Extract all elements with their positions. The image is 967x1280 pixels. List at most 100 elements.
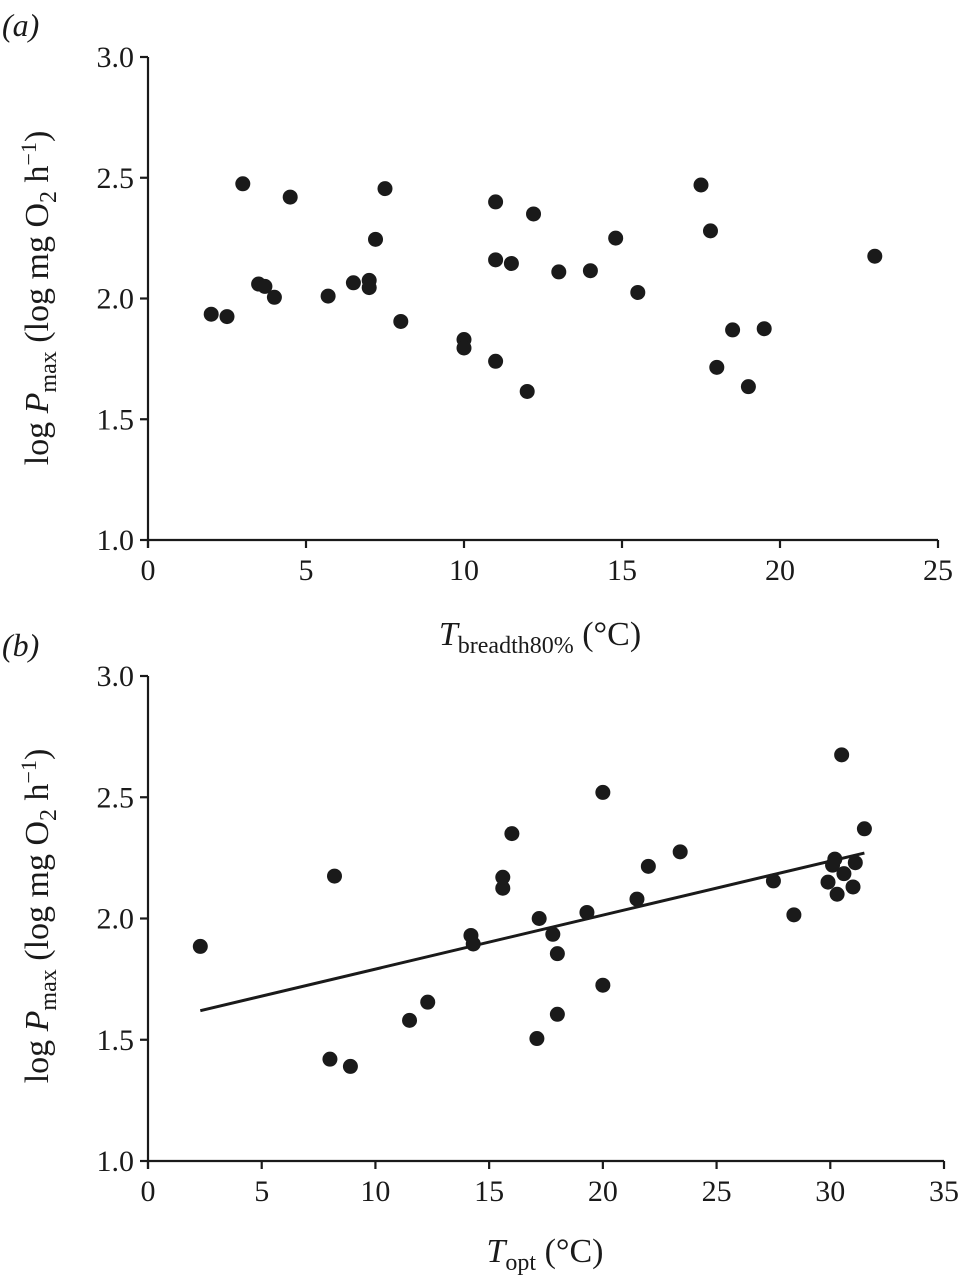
panel-b-x-tick-label: 25 [702,1175,732,1208]
panel-b-data-point [595,784,611,800]
panel-b-x-tick-label: 30 [815,1175,845,1208]
panel-b-y-tick-label: 1.5 [97,1024,135,1057]
panel-a-x-tick-label: 5 [299,554,314,587]
panel-b-x-label-main: T [486,1233,507,1270]
panel-a-y-label-unit-sub: 2 [36,191,62,203]
panel-b-x-label-unit: (°C) [536,1233,603,1270]
panel-b-label: (b) [2,627,39,663]
panel-a-data-point [203,306,219,322]
panel-b-data-point [504,826,520,842]
panel-b-data-point [847,855,863,871]
panel-b-data-point [545,926,561,942]
panel-b-data-point [529,1031,545,1047]
panel-a-data-point [608,230,624,246]
panel-b-data-point [765,873,781,889]
panel-a-data-point [526,206,542,222]
panel-a-data-point [282,189,298,205]
panel-a-y-tick-label: 1.5 [97,403,135,436]
panel-b-plot-area: 1.0 1.5 2.0 2.5 3.0 0 5 10 15 20 25 30 35 [97,660,960,1208]
panel-b-y-label-sub: max [36,969,62,1010]
panel-b-data-point [786,907,802,923]
panel-a-data-point [551,264,567,280]
panel-b-data-point [579,904,595,920]
panel-a-x-tick-label: 15 [607,554,637,587]
panel-b-data-point [629,891,645,907]
panel-a-data-point [488,252,504,268]
panel-a-data-point [456,340,472,356]
panel-a-data-point [582,263,598,279]
panel-a-y-label-sub: max [36,351,62,392]
panel-b-y-label-var: P [19,1011,56,1033]
panel-b-y-tick-label: 2.0 [97,903,135,936]
panel-b-data-point [322,1051,338,1067]
panel-b-x-tick-label: 15 [474,1175,504,1208]
panel-a-y-tick-label: 1.0 [97,524,135,557]
panel-a-data-point [488,353,504,369]
panel-b-y-axis-label: log Pmax (log mg O2 h−1) [16,749,62,1084]
panel-a-data-point [519,383,535,399]
panel-b-y-label-unit-a: (log mg O [19,821,56,969]
panel-b-data-point [402,1012,418,1028]
panel-a-y-label-unit-b: h [19,165,56,191]
panel-a-data-point [257,278,273,294]
panel-b-data-point [827,851,843,867]
panel-a-y-tick-label: 2.0 [97,283,135,316]
panel-b: (b) 1.0 1.5 2.0 2.5 3.0 0 5 10 15 20 25 30 35 Topt (… [2,627,959,1276]
panel-b-x-tick-label: 0 [141,1175,156,1208]
panel-b-y-label-unit-sup: −1 [16,760,41,783]
panel-a-x-label-sub: breadth80% [458,633,574,659]
panel-a-y-label-unit-c: ) [19,131,56,142]
panel-a-y-tick-label: 3.0 [97,41,135,74]
panel-a-data-point [219,309,235,325]
panel-a-y-tick-label: 2.5 [97,162,135,195]
panel-b-data-point [820,874,836,890]
panel-b-data-point [326,868,342,884]
panel-a-data-point [503,255,519,271]
panel-b-data-point [834,747,850,763]
panel-b-x-tick-label: 5 [254,1175,269,1208]
panel-a-x-label-main: T [439,616,460,653]
panel-a-x-tick-label: 10 [449,554,479,587]
panel-a-data-point [266,289,282,305]
panel-a-data-point [393,313,409,329]
panel-a-x-tick-label: 0 [141,554,156,587]
panel-a-data-point [756,321,772,337]
panel-b-y-tick-label: 1.0 [97,1145,135,1178]
panel-b-data-point [595,977,611,993]
panel-b-data-point [549,946,565,962]
panel-b-data-point [465,936,481,952]
panel-a-data-point [740,379,756,395]
panel-b-data-point [495,880,511,896]
panel-b-data-point [531,911,547,926]
panel-a-y-label-var: P [19,393,56,415]
panel-a-x-tick-label: 20 [765,554,795,587]
panel-b-data-point [836,866,852,882]
panel-b-y-label-unit-c: ) [19,749,56,760]
panel-a-data-point [320,288,336,304]
panel-b-data-point [342,1058,358,1074]
panel-b-data-point [495,869,511,885]
panel-a-y-label-unit-a: (log mg O [19,203,56,351]
panel-a-data-point [702,223,718,239]
panel-b-y-label-unit-sub: 2 [36,809,62,821]
panel-a-data-point [368,231,384,247]
panel-b-data-point [640,858,656,874]
panel-a-x-tick-label: 25 [923,554,953,587]
panel-a-data-point [345,275,361,291]
panel-a-data-point [693,177,709,193]
panel-a-data-point [630,284,646,300]
panel-a-data-point [725,322,741,338]
panel-a-data-point [709,359,725,375]
panel-b-trend-line [199,851,865,1013]
panel-b-x-tick-label: 35 [929,1175,959,1208]
panel-b-x-tick-label: 20 [588,1175,618,1208]
panel-a-data-point [235,176,251,192]
panel-b-data-point [192,938,208,954]
panel-b-x-axis-label: Topt (°C) [486,1233,603,1276]
panel-b-x-label-sub: opt [505,1250,536,1276]
panel-b-data-point [829,886,845,902]
panel-a-data-point [488,194,504,210]
panel-b-data-point [420,994,436,1010]
panel-a-data-point [867,248,883,264]
